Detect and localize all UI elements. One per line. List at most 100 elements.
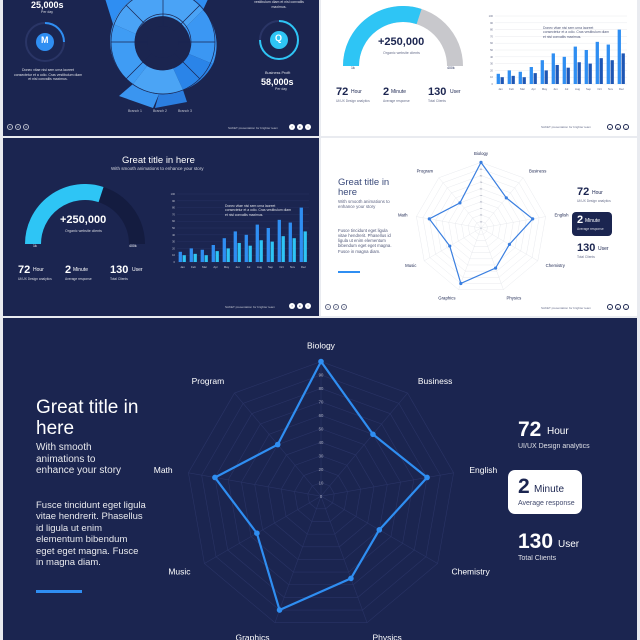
bar	[244, 234, 248, 262]
stat-minute-card-s4[interactable]	[572, 212, 612, 236]
x-tick-label: Feb	[509, 87, 514, 91]
stat-sub: Total Clients	[428, 99, 446, 103]
y-tick-label: 30	[172, 240, 175, 244]
stat-sub: Total Clients	[518, 555, 557, 562]
radar-spoke	[320, 472, 454, 497]
y-tick-label: 50	[490, 48, 493, 52]
bar	[573, 46, 577, 84]
facebook-icon[interactable]: f	[607, 304, 613, 310]
twitter-icon[interactable]: t	[305, 303, 311, 309]
x-tick-label: May	[542, 87, 548, 91]
x-tick-label: Mar	[202, 265, 207, 269]
stat-sub: UI/UX Design analytics	[577, 199, 611, 203]
bar	[507, 70, 511, 84]
radar-tick-label: 40	[319, 440, 324, 445]
twitter-icon[interactable]: t	[623, 124, 629, 130]
linkedin-icon[interactable]: in	[297, 124, 303, 130]
radar-point	[504, 196, 508, 200]
radar-spoke	[320, 392, 408, 497]
bar	[215, 251, 219, 262]
twitter-icon[interactable]: t	[623, 304, 629, 310]
stat-minute-card-s5[interactable]	[508, 470, 582, 514]
x-tick-label: Jun	[553, 87, 558, 91]
radar-point	[531, 217, 535, 221]
bar	[292, 238, 296, 262]
radar-series-line	[428, 161, 534, 285]
bar	[288, 222, 292, 262]
radar-axis-label: Business	[529, 168, 546, 173]
radar-grid-ring	[474, 221, 488, 235]
stat-num: 2	[518, 475, 530, 498]
x-tick-label: Apr	[531, 87, 535, 91]
radar-grid-ring	[294, 468, 348, 522]
radar-tick-label: 40	[480, 202, 483, 204]
x-tick-label: Oct	[279, 265, 284, 269]
x-tick-label: Dec	[619, 87, 625, 91]
twitter-icon[interactable]: t	[305, 124, 311, 130]
linkedin-icon[interactable]: in	[297, 303, 303, 309]
bar	[233, 231, 237, 262]
x-tick-label: Jul	[565, 87, 569, 91]
slide-4[interactable]: Great title in here With smooth animatio…	[321, 138, 637, 316]
gauge-label-s3: Organic website clients	[65, 229, 102, 233]
slide-title-s4: Great title in here	[338, 177, 390, 198]
x-tick-label: Sep	[268, 265, 273, 269]
radar-axis-label: Chemistry	[546, 263, 566, 268]
nav-dot-3[interactable]: 3	[23, 124, 29, 130]
bar	[248, 245, 252, 262]
radar-tick-label: 0	[480, 228, 482, 230]
stat-unit: Hour	[547, 426, 569, 437]
radar-axis-label: Program	[192, 376, 225, 386]
bar	[255, 224, 259, 262]
stat-num: 130	[428, 86, 447, 98]
slide-1[interactable]: 25,000s Per day M Donec vitae nisi sem u…	[3, 0, 319, 136]
sunburst-chart	[105, 0, 217, 108]
slide-2[interactable]: +250,000 Organic website clients 1k 400k…	[321, 0, 637, 136]
bar	[266, 228, 270, 262]
stat-unit: Hour	[33, 267, 44, 273]
facebook-icon[interactable]: f	[289, 303, 295, 309]
radar-grid-ring	[254, 428, 388, 560]
nav-dot-2[interactable]: 2	[15, 124, 21, 130]
linkedin-icon[interactable]: in	[615, 124, 621, 130]
radar-grid-ring	[429, 175, 533, 278]
radar-point	[370, 431, 376, 438]
facebook-icon[interactable]: f	[607, 124, 613, 130]
radar-spoke	[416, 216, 482, 229]
stat-unit: User	[132, 267, 143, 273]
nav-dot-2[interactable]: 2	[333, 304, 339, 310]
linkedin-icon[interactable]: in	[615, 304, 621, 310]
radar-grid-ring	[416, 162, 546, 290]
radar-axis-label: Physics	[507, 296, 522, 301]
facebook-icon[interactable]: f	[289, 124, 295, 130]
radar-axis-label: English	[554, 213, 569, 218]
slide-subtitle-s3: With smooth animations to enhance your s…	[111, 166, 204, 171]
gauge-max-s2: 400k	[447, 66, 455, 70]
nav-dot-3[interactable]: 3	[341, 304, 347, 310]
nav-dot-1[interactable]: 1	[7, 124, 13, 130]
bar	[621, 53, 625, 84]
radar-tick-label: 10	[319, 480, 324, 485]
bar	[617, 29, 621, 85]
stat-num: 72	[336, 86, 349, 98]
slide-3[interactable]: Great title in here With smooth animatio…	[3, 138, 319, 316]
y-tick-label: 80	[490, 28, 493, 32]
gauge-chart-s3	[25, 184, 145, 245]
text-left: Donec vitae nisi sem urna laoreet consec…	[13, 68, 83, 82]
radar-point	[212, 474, 218, 481]
radar-grid-ring	[214, 388, 428, 598]
y-tick-label: 70	[172, 212, 175, 216]
bar	[522, 77, 526, 84]
body-text-s4: Fusce tincidunt eget ligula vitae hendre…	[338, 228, 392, 254]
chart-text-s2: Donec vitae nisi sem urna laoreet consec…	[543, 26, 609, 39]
radar-tick-label: 70	[319, 400, 324, 405]
nav-dot-1[interactable]: 1	[325, 304, 331, 310]
radar-spoke	[204, 495, 322, 564]
radar-series-line	[213, 359, 429, 612]
bar	[211, 245, 215, 262]
radar-tick-label: 90	[480, 169, 483, 171]
radar-tick-label: 50	[480, 195, 483, 197]
bar	[577, 62, 581, 84]
stat-num: 72	[577, 186, 590, 198]
slide-5[interactable]: Great title in here With smooth animatio…	[3, 318, 637, 640]
